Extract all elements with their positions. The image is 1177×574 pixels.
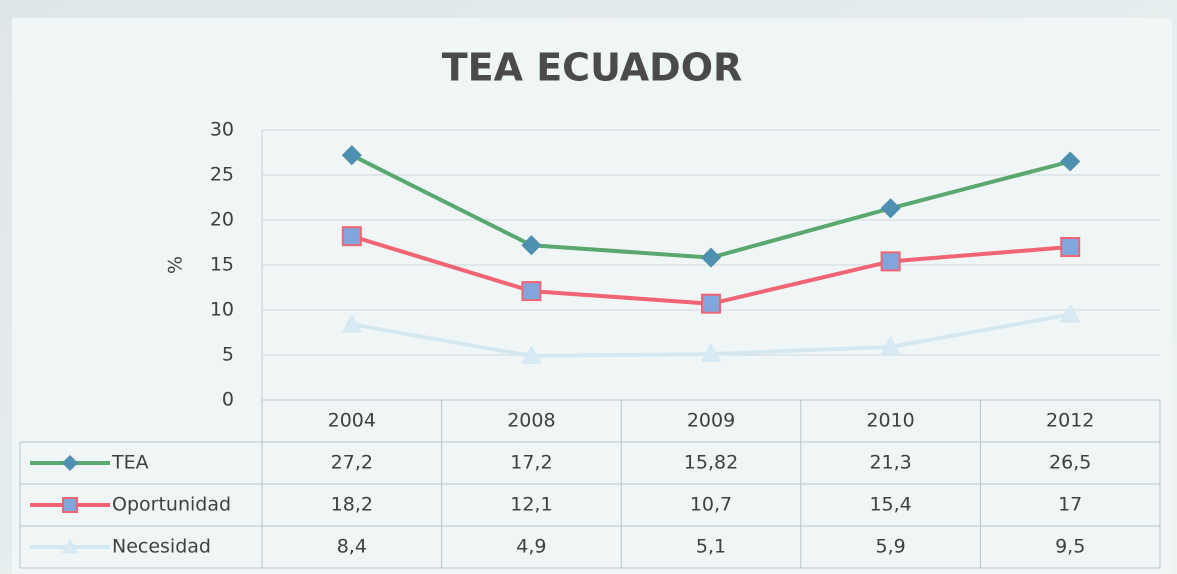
legend-label: Necesidad: [112, 536, 211, 558]
marker: [880, 336, 901, 355]
marker: [521, 281, 542, 302]
y-tick-label: 10: [210, 299, 234, 321]
table-value: 27,2: [331, 452, 373, 474]
marker: [700, 247, 722, 268]
table-value: 9,5: [1055, 536, 1085, 558]
marker: [701, 293, 721, 314]
y-tick-label: 30: [210, 119, 234, 141]
marker: [521, 235, 542, 256]
marker: [521, 345, 542, 364]
marker: [1060, 237, 1081, 257]
table-value: 17: [1058, 494, 1082, 516]
x-tick-label: 2010: [866, 410, 914, 432]
table-value: 15,82: [684, 452, 738, 474]
table-value: 26,5: [1049, 452, 1091, 474]
y-axis-label: %: [165, 256, 187, 274]
marker: [1060, 151, 1081, 172]
marker: [880, 251, 901, 272]
y-tick-label: 25: [210, 164, 234, 186]
table-value: 5,1: [696, 536, 726, 558]
marker: [61, 538, 79, 554]
marker: [341, 313, 363, 333]
marker: [341, 145, 362, 166]
x-tick-label: 2004: [328, 410, 376, 432]
table-value: 15,4: [869, 494, 911, 516]
table-value: 4,9: [516, 536, 546, 558]
table-value: 8,4: [337, 536, 367, 558]
y-tick-label: 15: [210, 254, 234, 276]
table-value: 17,2: [510, 452, 552, 474]
x-tick-label: 2012: [1046, 410, 1094, 432]
legend-label: Oportunidad: [112, 494, 231, 516]
y-tick-label: 0: [222, 389, 234, 411]
chart-title: TEA ECUADOR: [442, 46, 743, 90]
y-tick-label: 5: [222, 344, 234, 366]
marker: [880, 198, 901, 219]
marker: [700, 343, 722, 363]
x-tick-label: 2008: [507, 410, 555, 432]
table-value: 12,1: [510, 494, 552, 516]
table-value: 5,9: [875, 536, 905, 558]
marker: [61, 454, 79, 472]
marker: [341, 226, 362, 247]
marker: [62, 497, 78, 513]
x-tick-label: 2009: [687, 410, 735, 432]
marker: [1059, 303, 1081, 323]
table-value: 21,3: [869, 452, 911, 474]
table-value: 10,7: [690, 494, 732, 516]
y-tick-label: 20: [210, 209, 234, 231]
legend-label: TEA: [111, 452, 149, 474]
table-value: 18,2: [331, 494, 373, 516]
